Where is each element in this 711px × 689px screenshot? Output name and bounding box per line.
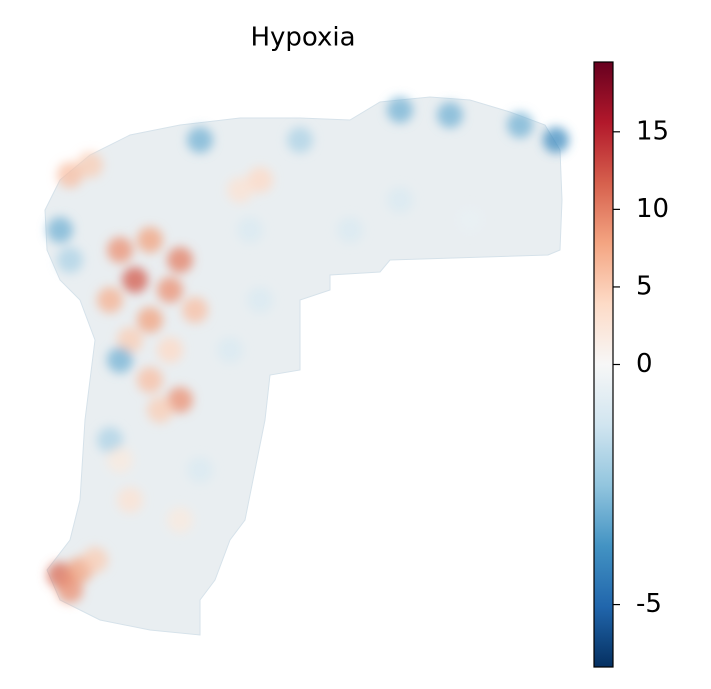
point xyxy=(247,167,273,193)
point xyxy=(507,112,533,138)
point xyxy=(97,427,123,453)
point xyxy=(543,127,569,153)
point xyxy=(167,247,193,273)
point xyxy=(57,247,83,273)
point xyxy=(137,227,163,253)
point xyxy=(117,327,143,353)
point xyxy=(47,217,73,243)
point xyxy=(107,347,133,373)
point xyxy=(57,577,83,603)
point xyxy=(137,307,163,333)
point xyxy=(147,397,173,423)
point xyxy=(187,127,213,153)
colorbar-tick-label: 0 xyxy=(636,349,653,379)
point xyxy=(227,177,253,203)
point xyxy=(457,207,483,233)
colorbar-tick-label: 15 xyxy=(636,116,669,146)
colorbar-tick-label: -5 xyxy=(636,589,662,619)
point xyxy=(337,217,363,243)
point xyxy=(107,237,133,263)
colorbar-tick-label: 10 xyxy=(636,194,669,224)
tissue xyxy=(44,96,563,636)
colorbar xyxy=(593,61,614,668)
point xyxy=(117,487,143,513)
point xyxy=(137,367,163,393)
point xyxy=(437,102,463,128)
chart-title: Hypoxia xyxy=(250,23,355,53)
point xyxy=(387,187,413,213)
point xyxy=(77,152,103,178)
point xyxy=(217,337,243,363)
point xyxy=(237,217,263,243)
colorbar-tick-label: 5 xyxy=(636,271,653,301)
point xyxy=(387,97,413,123)
point xyxy=(187,457,213,483)
point xyxy=(122,267,148,293)
point xyxy=(287,127,313,153)
point xyxy=(167,507,193,533)
point xyxy=(247,287,273,313)
point xyxy=(167,387,193,413)
points xyxy=(47,97,569,603)
point xyxy=(82,547,108,573)
point xyxy=(157,337,183,363)
point xyxy=(157,277,183,303)
point xyxy=(107,447,133,473)
point xyxy=(182,297,208,323)
point xyxy=(57,162,83,188)
point xyxy=(97,287,123,313)
